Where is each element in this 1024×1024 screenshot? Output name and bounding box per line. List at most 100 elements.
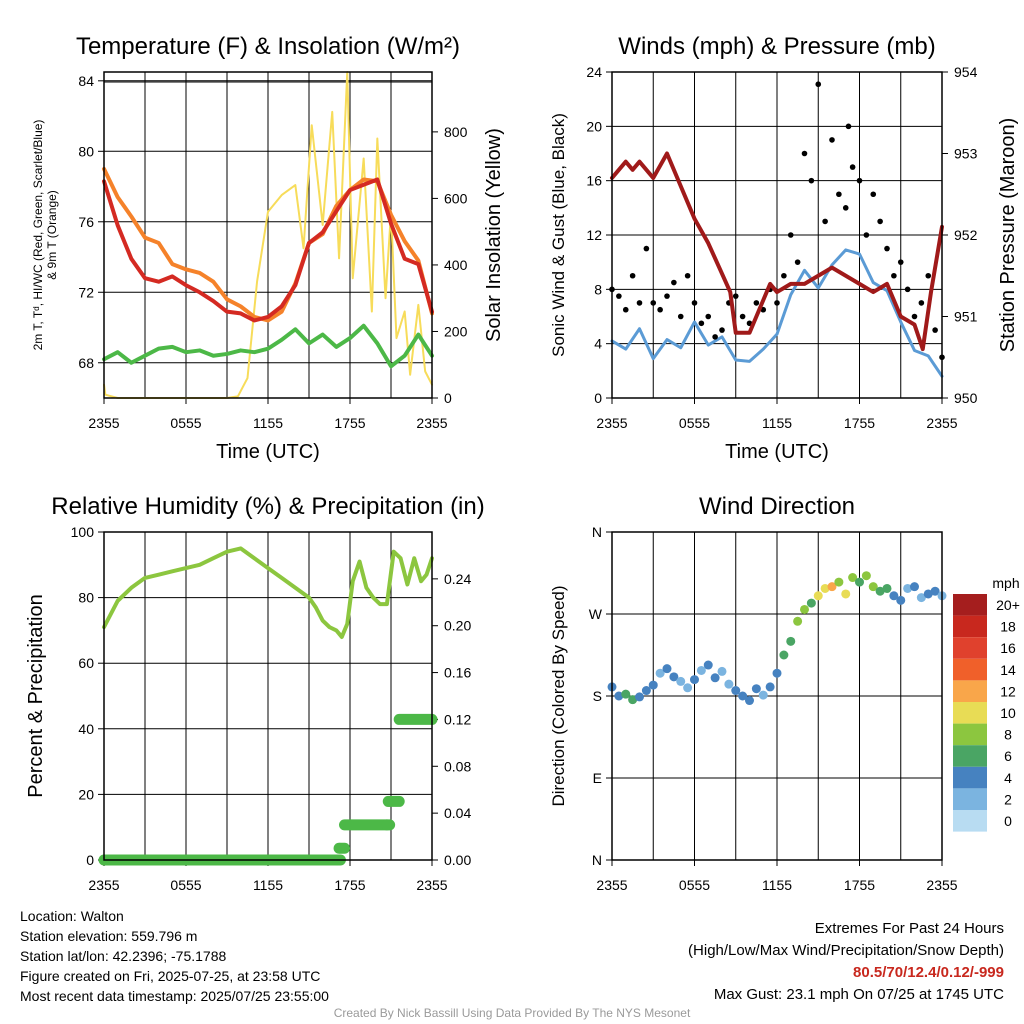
direction-point (779, 650, 789, 660)
y2-tick-label: 0.04 (444, 805, 471, 821)
y2-tick-label: 0.08 (444, 758, 471, 774)
direction-point (841, 589, 851, 599)
gust-point (636, 300, 643, 306)
y-axis-label-line: & 9m T (Orange) (45, 190, 59, 280)
x-tick-label: 0555 (170, 415, 201, 431)
created-text: Figure created on Fri, 2025-07-25, at 23… (20, 968, 321, 984)
direction-point (827, 582, 837, 592)
legend-swatch (953, 702, 987, 724)
legend-label: 20+ (996, 597, 1020, 613)
x-tick-label: 0555 (679, 415, 710, 431)
direction-point (655, 668, 665, 678)
y-tick-label: S (593, 688, 602, 704)
gust-point (712, 334, 718, 340)
y-tick-label: 40 (78, 721, 94, 737)
plot-frame (611, 71, 943, 399)
y2-tick-label: 0 (444, 390, 452, 406)
legend-label: 14 (1000, 662, 1016, 678)
x-tick-label: 1755 (334, 877, 365, 893)
x-tick-label: 2355 (926, 415, 957, 431)
direction-point (820, 583, 830, 593)
gust-point (822, 218, 828, 225)
x-tick-label: 1155 (762, 877, 792, 893)
direction-point (923, 589, 933, 599)
latlon-text: Station lat/lon: 42.2396; -75.1788 (20, 948, 227, 964)
x-tick-label: 2355 (88, 877, 119, 893)
direction-point (834, 577, 844, 587)
legend-swatch (953, 723, 987, 746)
y-tick-label: 20 (78, 786, 94, 802)
legend-swatch (953, 810, 987, 832)
credit-text: Created By Nick Bassill Using Data Provi… (333, 1006, 691, 1020)
x-tick-label: 2355 (88, 415, 119, 431)
legend-label: 6 (1004, 748, 1012, 764)
series-line-rh (102, 546, 434, 639)
y-tick-label: N (592, 852, 602, 868)
gust-point (808, 177, 815, 184)
x-tick-label: 2355 (416, 877, 447, 893)
direction-point (710, 673, 720, 683)
gust-point (753, 300, 760, 306)
plot-frame (103, 71, 433, 399)
y-tick-label: 100 (71, 524, 95, 540)
legend-label: 12 (1000, 683, 1016, 699)
direction-point (910, 582, 919, 592)
direction-point (765, 682, 775, 692)
gust-point (629, 272, 636, 279)
extremes-info: Extremes For Past 24 Hours (High/Low/Max… (688, 918, 1004, 1006)
direction-point (800, 604, 809, 614)
y-axis-label: Sonic Wind & Gust (Blue, Black) (549, 113, 568, 357)
y-axis-label: Direction (Colored By Speed) (549, 585, 568, 806)
direction-point (930, 586, 940, 596)
gust-point (684, 272, 691, 279)
legend-swatch (953, 680, 987, 702)
legend-label: 16 (1000, 640, 1016, 656)
gust-point (616, 293, 622, 299)
max-gust-text: Max Gust: 23.1 mph On 07/25 at 1745 UTC (713, 986, 1004, 1003)
y2-tick-label: 950 (954, 390, 978, 406)
y2-tick-label: 0.12 (444, 711, 471, 727)
location-text: Location: Walton (20, 908, 124, 924)
direction-point (875, 586, 885, 596)
direction-point (916, 593, 926, 603)
y-axis-label: 2m T, Tᵈ, HI/WC (Red, Green, Scarlet/Blu… (31, 120, 59, 351)
x-tick-label: 1755 (844, 415, 875, 431)
y-tick-label: 72 (78, 284, 94, 300)
gust-point (698, 320, 705, 327)
gust-point (884, 245, 890, 252)
legend-label: 0 (1004, 813, 1012, 829)
gust-point (911, 313, 918, 320)
gust-point (836, 191, 842, 198)
direction-point (669, 672, 679, 682)
direction-point (731, 686, 741, 696)
gust-point (870, 191, 877, 198)
gust-point (781, 272, 787, 279)
extremes-subtitle: (High/Low/Max Wind/Precipitation/Snow De… (688, 942, 1004, 959)
direction-point (683, 683, 693, 693)
y2-tick-label: 600 (444, 190, 468, 206)
y-tick-label: 8 (594, 281, 602, 297)
gust-point (732, 293, 739, 299)
x-axis-label: Time (UTC) (216, 441, 320, 463)
chart-title: Wind Direction (699, 493, 855, 520)
y-tick-label: 20 (586, 118, 602, 134)
series-line-dewpoint (102, 323, 434, 369)
y-tick-label: 0 (86, 852, 94, 868)
gust-point (897, 259, 904, 265)
extremes-title: Extremes For Past 24 Hours (814, 920, 1004, 937)
direction-point (614, 691, 624, 701)
series-line-temp (102, 177, 434, 323)
direction-point (703, 660, 713, 670)
chart-title: Relative Humidity (%) & Precipitation (i… (51, 493, 484, 520)
y-tick-label: 0 (594, 390, 602, 406)
y2-axis-label: Station Pressure (Maroon) (997, 118, 1019, 353)
direction-point (793, 616, 803, 626)
gust-point (739, 313, 746, 320)
direction-point (861, 571, 871, 581)
gust-point (932, 327, 938, 333)
y-tick-label: 84 (78, 73, 94, 89)
y-tick-label: N (592, 524, 602, 540)
legend-swatch (953, 766, 987, 789)
gust-point (891, 272, 897, 279)
direction-point (690, 675, 699, 685)
